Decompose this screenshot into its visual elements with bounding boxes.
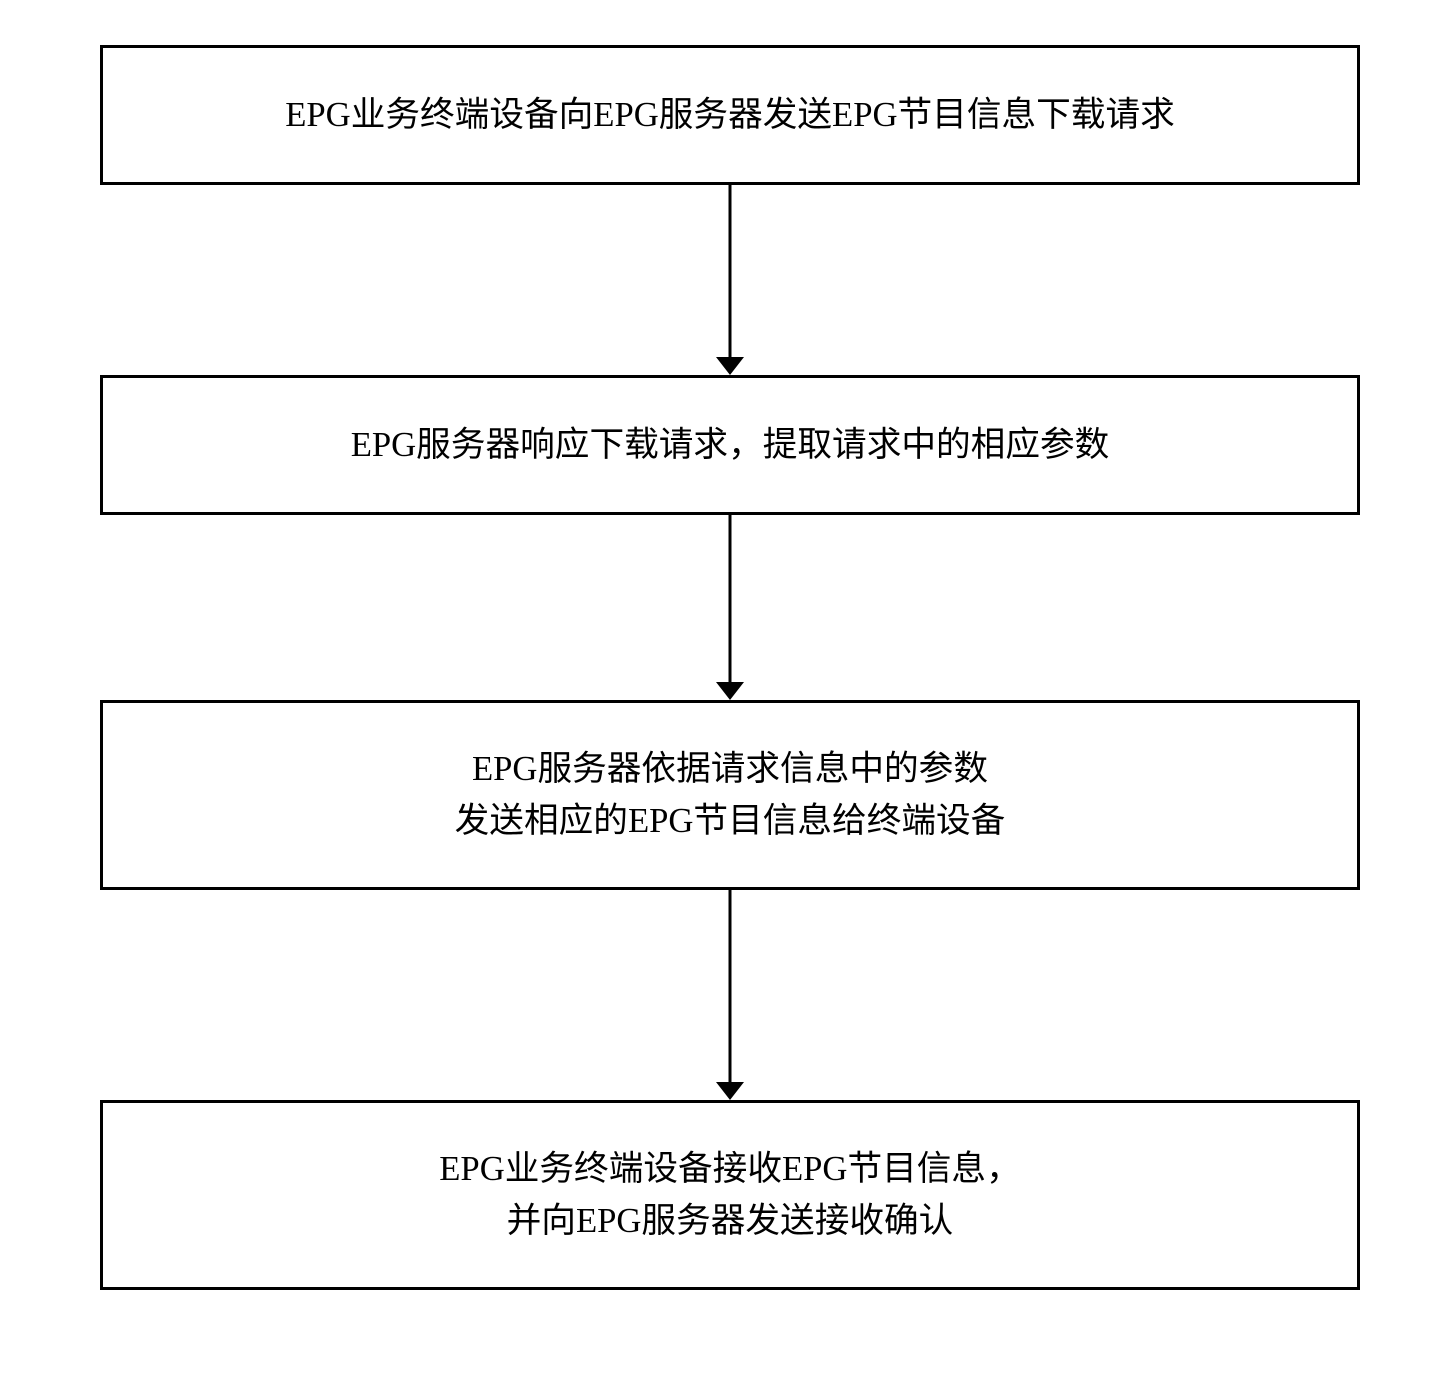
flow-step-2: EPG服务器响应下载请求，提取请求中的相应参数: [100, 375, 1360, 515]
flow-step-3: EPG服务器依据请求信息中的参数 发送相应的EPG节目信息给终端设备: [100, 700, 1360, 890]
flow-step-3-line-2: 发送相应的EPG节目信息给终端设备: [455, 795, 1006, 847]
flow-step-3-line-1: EPG服务器依据请求信息中的参数: [472, 743, 988, 795]
flow-step-2-line-1: EPG服务器响应下载请求，提取请求中的相应参数: [351, 419, 1110, 471]
flow-step-4-line-1: EPG业务终端设备接收EPG节目信息，: [439, 1143, 1020, 1195]
flow-step-1-line-1: EPG业务终端设备向EPG服务器发送EPG节目信息下载请求: [285, 89, 1175, 141]
flow-step-4-line-2: 并向EPG服务器发送接收确认: [507, 1195, 954, 1247]
flow-step-1: EPG业务终端设备向EPG服务器发送EPG节目信息下载请求: [100, 45, 1360, 185]
flow-step-4: EPG业务终端设备接收EPG节目信息， 并向EPG服务器发送接收确认: [100, 1100, 1360, 1290]
flowchart-canvas: EPG业务终端设备向EPG服务器发送EPG节目信息下载请求 EPG服务器响应下载…: [0, 0, 1451, 1379]
